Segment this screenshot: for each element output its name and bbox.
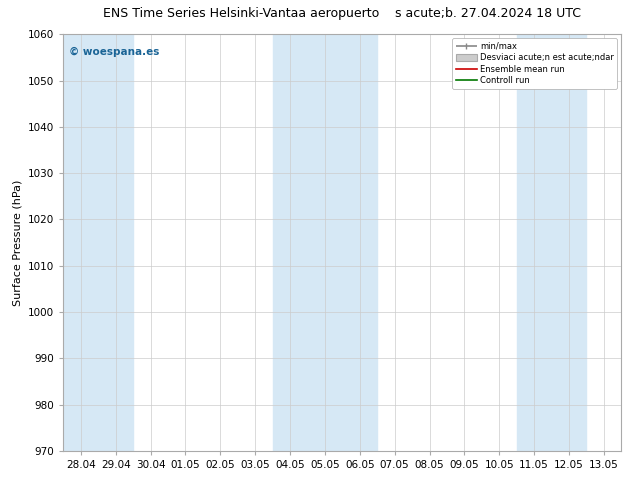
- Y-axis label: Surface Pressure (hPa): Surface Pressure (hPa): [13, 179, 23, 306]
- Bar: [517, 34, 586, 451]
- Legend: min/max, Desviaci acute;n est acute;ndar, Ensemble mean run, Controll run: min/max, Desviaci acute;n est acute;ndar…: [453, 39, 617, 89]
- Bar: [63, 34, 133, 451]
- Text: © woespana.es: © woespana.es: [69, 47, 159, 57]
- Text: s acute;b. 27.04.2024 18 UTC: s acute;b. 27.04.2024 18 UTC: [395, 7, 581, 21]
- Text: ENS Time Series Helsinki-Vantaa aeropuerto: ENS Time Series Helsinki-Vantaa aeropuer…: [103, 7, 379, 21]
- Bar: [273, 34, 377, 451]
